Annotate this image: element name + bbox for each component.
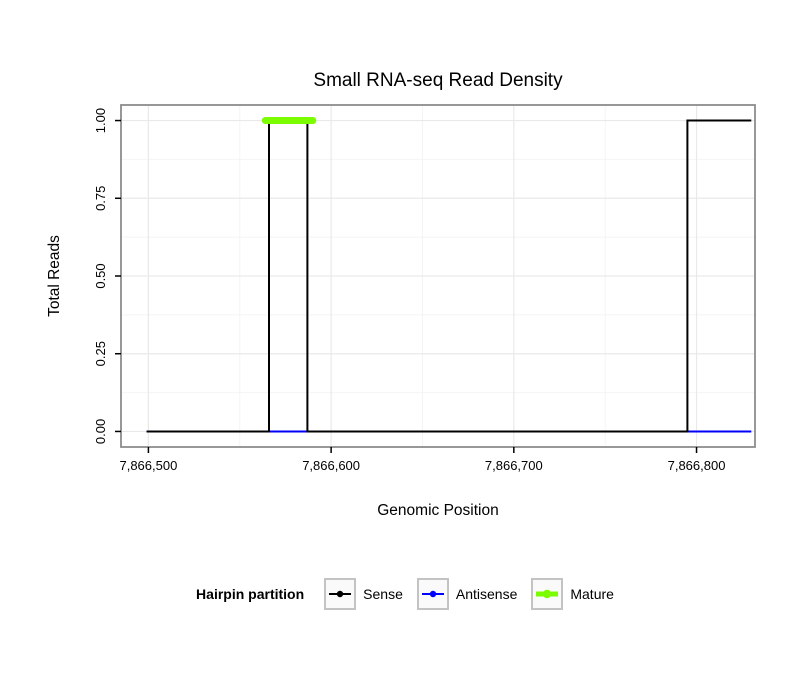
legend-dot [336,590,344,598]
sense-key-glyph [329,590,352,598]
y-tick-label: 0.75 [93,186,108,211]
legend-key-sense [324,578,357,610]
legend-dot [429,590,437,598]
legend-entry-sense: Sense [324,578,403,610]
y-tick-label: 0.25 [93,341,108,366]
legend-label-mature: Mature [570,586,614,602]
mature-key-glyph [536,589,559,599]
legend-entry-mature: Mature [531,578,614,610]
legend-entry-antisense: Antisense [416,578,518,610]
legend-title: Hairpin partition [196,586,305,602]
series-sense-line [146,119,752,433]
x-tick-label: 7,866,500 [119,458,177,473]
legend: Hairpin partition Sense Antisense Mature [0,578,810,610]
legend-key-antisense [416,578,449,610]
legend-dot [543,589,552,599]
legend-label-sense: Sense [363,586,403,602]
y-tick-label: 0.00 [93,419,108,444]
x-tick-label: 7,866,700 [485,458,543,473]
legend-label-antisense: Antisense [455,586,518,602]
y-axis-title: Total Reads [46,235,63,317]
chart-title: Small RNA-seq Read Density [313,70,563,91]
x-tick-label: 7,866,600 [302,458,360,473]
antisense-key-glyph [421,590,444,598]
y-tick-label: 1.00 [93,108,108,133]
x-tick-label: 7,866,800 [668,458,726,473]
y-tick-label: 0.50 [93,263,108,288]
x-axis-title: Genomic Position [377,502,499,519]
legend-key-mature [531,578,564,610]
